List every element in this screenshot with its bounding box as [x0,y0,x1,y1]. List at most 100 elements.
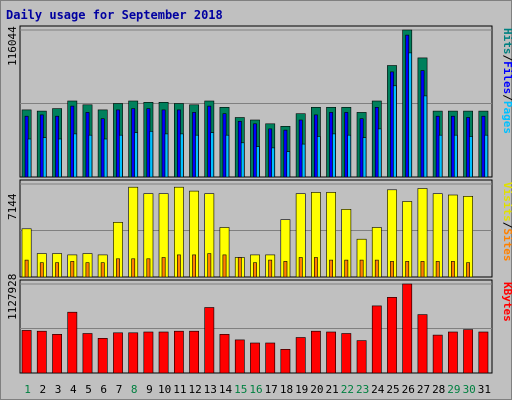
bar-sites-day-6 [100,262,105,278]
x-tick-day-27: 27 [417,383,430,396]
series-pages [27,52,489,178]
bar-kbytes-day-18 [280,348,291,374]
bar-sites-day-29 [450,261,455,278]
bar-sites-day-10 [161,257,166,278]
bar-kbytes-day-23 [356,340,367,374]
x-tick-day-4: 4 [70,383,77,396]
bar-kbytes-day-7 [113,332,123,374]
bar-kbytes-day-19 [295,337,306,374]
x-tick-day-20: 20 [310,383,323,396]
x-tick-day-30: 30 [463,383,476,396]
legend: KBytes [501,282,512,322]
bar-sites-day-2 [39,262,44,278]
bar-kbytes-day-21 [326,331,336,374]
x-tick-day-25: 25 [386,383,399,396]
bar-kbytes-day-28 [432,334,443,374]
y-max-label: 116044 [6,26,19,66]
bar-kbytes-day-12 [189,330,199,374]
x-tick-day-9: 9 [146,383,153,396]
bar-pages-day-21 [332,133,336,178]
x-tick-day-19: 19 [295,383,308,396]
bar-pages-day-16 [256,146,260,178]
bar-pages-day-9 [149,131,154,178]
x-tick-day-1: 1 [24,383,31,396]
bar-sites-day-13 [207,253,212,278]
bar-kbytes-day-25 [387,296,397,374]
bar-sites-day-27 [420,261,425,278]
bar-sites-day-11 [177,254,181,278]
bar-kbytes-day-22 [341,333,352,374]
x-tick-day-14: 14 [219,383,233,396]
bar-pages-day-23 [362,137,367,178]
x-tick-day-15: 15 [234,383,247,396]
x-tick-day-28: 28 [432,383,445,396]
legend-separator: / [501,222,512,229]
x-tick-day-21: 21 [325,383,338,396]
bar-pages-day-2 [42,137,47,178]
bar-pages-day-18 [286,151,291,178]
x-tick-day-12: 12 [188,383,201,396]
legend-separator: / [501,55,512,62]
x-tick-day-10: 10 [158,383,171,396]
bar-kbytes-day-14 [219,333,230,374]
legend-sites: Sites [501,228,512,261]
bar-kbytes-day-29 [447,331,458,374]
bar-sites-day-21 [329,259,334,278]
legend-text: KBytes [501,282,512,322]
bar-pages-day-17 [271,147,275,178]
bar-sites-day-5 [85,262,90,278]
bar-kbytes-day-10 [158,331,169,374]
panel-visits-sites: 7144 Visits/Sites [6,179,512,278]
bar-pages-day-3 [58,138,62,178]
legend-kbytes: KBytes [501,282,512,322]
legend: Hits/Files/Pages [501,28,512,134]
bar-pages-day-28 [438,134,443,178]
bar-sites-day-14 [222,254,227,278]
bar-kbytes-day-8 [128,332,139,374]
legend-text: Visits/Sites [501,182,512,262]
bar-pages-day-22 [347,134,352,178]
bar-kbytes-day-2 [36,330,47,374]
x-tick-day-22: 22 [341,383,354,396]
bar-sites-day-4 [70,261,75,278]
chart-title: Daily usage for September 2018 [6,8,223,22]
bar-sites-day-17 [268,259,273,278]
x-tick-day-24: 24 [371,383,385,396]
bar-pages-day-13 [210,132,214,178]
bar-pages-day-20 [316,136,321,178]
bar-sites-day-8 [131,258,136,278]
x-tick-day-18: 18 [280,383,293,396]
legend-separator: / [501,94,512,101]
bar-kbytes-day-9 [143,331,154,374]
bar-sites-day-12 [192,254,197,278]
bar-pages-day-7 [119,134,123,178]
x-tick-day-2: 2 [39,383,46,396]
bar-kbytes-day-26 [402,283,413,374]
bar-pages-day-19 [301,143,306,178]
bar-sites-day-20 [313,257,318,278]
bar-kbytes-day-3 [52,333,62,374]
bar-pages-day-27 [423,95,428,178]
legend-visits: Visits [501,182,512,222]
bar-sites-day-24 [374,259,379,278]
bar-pages-day-5 [88,134,93,178]
bar-kbytes-day-4 [67,311,78,374]
bar-sites-day-3 [55,262,60,278]
series-files [24,34,486,178]
bar-pages-day-25 [393,85,397,178]
y-max-label: 7144 [6,193,19,220]
bar-sites-day-30 [466,262,471,278]
bar-kbytes-day-13 [204,307,215,374]
x-tick-day-16: 16 [249,383,262,396]
bar-pages-day-15 [240,142,245,178]
bar-pages-day-8 [134,132,138,178]
bar-pages-day-26 [408,52,412,178]
bar-kbytes-day-1 [21,330,32,374]
bar-pages-day-6 [103,138,108,178]
bar-sites-day-28 [435,261,440,278]
bar-kbytes-day-15 [234,339,245,374]
bar-sites-day-19 [298,257,303,278]
bar-sites-day-25 [390,261,394,278]
legend-text: Hits/Files/Pages [501,28,512,134]
bar-sites-day-23 [359,259,364,278]
